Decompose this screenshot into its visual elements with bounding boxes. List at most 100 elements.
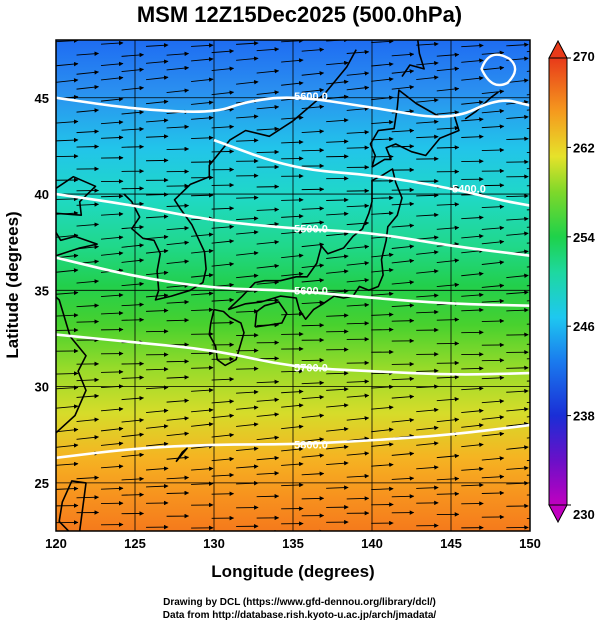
wind-arrow — [121, 452, 145, 458]
wind-arrow — [56, 385, 79, 390]
wind-arrow — [481, 65, 505, 71]
height-contour-closed — [480, 53, 517, 87]
wind-arrow — [326, 139, 349, 144]
wind-arrow — [346, 496, 370, 501]
wind-arrow — [146, 234, 169, 240]
wind-arrow — [76, 417, 99, 423]
wind-arrow — [146, 441, 169, 447]
wind-arrow — [481, 225, 505, 231]
wind-arrow — [236, 422, 259, 427]
wind-arrow — [121, 67, 145, 73]
colorbar: 230 238 246 254 262 270 — [548, 39, 595, 524]
wind-arrow — [191, 135, 214, 141]
wind-arrow — [236, 405, 259, 410]
colorbar-ticks: 230 238 246 254 262 270 — [567, 49, 595, 522]
coastline — [227, 168, 403, 320]
wind-arrow — [436, 476, 460, 481]
wind-arrow — [76, 70, 99, 75]
colorbar-tick-label: 262 — [573, 140, 595, 155]
wind-arrow — [371, 462, 394, 468]
wind-arrow — [506, 78, 529, 84]
wind-arrow — [391, 84, 415, 90]
wind-arrow — [56, 196, 79, 202]
wind-arrow — [436, 258, 460, 264]
wind-arrow — [301, 88, 325, 93]
wind-arrow — [391, 376, 415, 382]
wind-arrow — [416, 485, 439, 490]
wind-arrow — [56, 61, 79, 67]
wind-arrow — [346, 203, 370, 209]
wind-arrow — [166, 146, 190, 152]
wind-arrow — [436, 86, 460, 92]
wind-arrow — [481, 283, 505, 288]
wind-arrow — [166, 240, 190, 246]
height-contour — [56, 256, 530, 307]
wind-arrow — [100, 75, 124, 81]
wind-arrow — [506, 273, 529, 279]
wind-arrow — [301, 395, 325, 400]
wind-arrow — [391, 244, 415, 249]
wind-arrow — [301, 263, 325, 269]
colorbar-tick-label: 238 — [573, 409, 595, 424]
wind-arrow — [146, 466, 169, 471]
wind-arrow — [256, 126, 280, 132]
colorbar-top-triangle — [548, 39, 568, 59]
wind-arrow — [256, 397, 280, 403]
wind-arrow — [146, 134, 169, 139]
wind-arrow — [166, 65, 190, 71]
wind-arrow — [481, 147, 505, 153]
wind-arrow — [391, 303, 415, 308]
x-tick-label: 125 — [124, 536, 146, 551]
x-tick-label: 150 — [519, 536, 541, 551]
wind-arrow — [191, 387, 214, 393]
x-tick-label: 130 — [203, 536, 225, 551]
x-axis-ticks: 120 125 130 135 140 145 150 — [45, 536, 541, 551]
y-axis-label: Latitude (degrees) — [3, 211, 22, 358]
wind-arrow — [371, 312, 394, 317]
wind-arrow — [191, 407, 214, 413]
wind-arrow — [371, 195, 394, 201]
wind-arrow — [100, 251, 124, 256]
wind-arrow — [346, 49, 370, 55]
wind-arrow — [281, 446, 304, 452]
wind-arrow — [211, 399, 235, 404]
wind-arrow — [56, 427, 79, 433]
wind-arrow — [301, 496, 325, 501]
colorbar-gradient — [548, 57, 568, 506]
wind-arrow — [146, 483, 169, 489]
wind-arrow — [391, 476, 415, 481]
wind-arrow — [146, 99, 169, 105]
wind-arrow — [391, 223, 415, 228]
wind-arrow — [256, 280, 280, 285]
wind-arrow — [436, 453, 460, 459]
wind-arrow — [346, 130, 370, 135]
wind-arrow — [191, 57, 214, 62]
wind-arrow — [76, 84, 99, 90]
wind-arrow — [191, 422, 214, 427]
wind-arrow — [506, 42, 529, 48]
wind-arrow — [146, 192, 169, 197]
wind-arrow — [416, 309, 439, 315]
wind-arrow — [301, 220, 325, 225]
wind-arrow — [416, 425, 439, 431]
wind-arrow — [371, 442, 394, 447]
wind-arrow — [191, 307, 214, 313]
wind-arrow — [371, 136, 394, 142]
wind-arrow — [416, 368, 439, 374]
wind-streamlines — [56, 40, 530, 531]
wind-arrow — [301, 380, 325, 386]
wind-arrow — [256, 68, 280, 74]
wind-arrow — [416, 235, 439, 240]
wind-arrow — [166, 124, 190, 130]
wind-arrow — [326, 426, 349, 432]
height-contour-label: 5400.0 — [452, 183, 486, 195]
wind-arrow — [461, 215, 484, 220]
wind-arrow — [121, 144, 145, 150]
wind-arrow — [506, 465, 529, 471]
wind-arrow — [236, 309, 259, 314]
wind-arrow — [326, 197, 349, 203]
wind-arrow — [391, 451, 415, 456]
coastline — [401, 40, 425, 78]
wind-arrow — [191, 100, 214, 105]
wind-arrow — [121, 281, 145, 287]
